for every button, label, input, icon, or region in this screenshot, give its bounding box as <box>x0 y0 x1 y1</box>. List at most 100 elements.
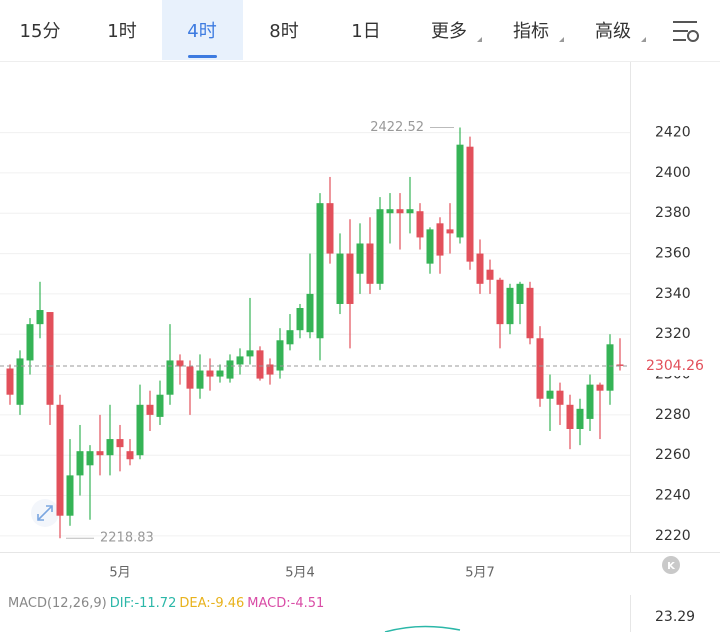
tab[interactable]: 1日 <box>351 21 380 42</box>
macd-line-fragment <box>384 625 461 632</box>
tab[interactable]: 1时 <box>107 21 136 42</box>
k-button[interactable]: K <box>662 556 680 574</box>
dropdown-caret <box>477 37 482 42</box>
candle-body <box>336 253 344 304</box>
candle-body <box>576 408 584 429</box>
candle-body <box>186 366 194 389</box>
candle-body <box>126 451 134 460</box>
indicator-value: -11.72 <box>134 596 176 611</box>
tab[interactable]: 8时 <box>269 21 298 42</box>
candle-body <box>36 310 44 325</box>
candle-body <box>516 283 524 304</box>
candle-body <box>566 404 574 429</box>
candle-body <box>256 350 264 379</box>
candle-body <box>236 356 244 365</box>
candle-body <box>376 209 384 284</box>
price-label-bg <box>637 355 717 376</box>
candle-body <box>56 404 64 516</box>
candle-body <box>456 144 464 238</box>
candle-body <box>416 211 424 238</box>
candle-body <box>346 253 354 304</box>
candle-body <box>366 243 374 284</box>
y-tick-label: 2320 <box>655 326 691 342</box>
x-tick-label: 5月 <box>109 566 130 581</box>
selected-tab-bg <box>162 0 243 60</box>
candle-body <box>266 364 274 375</box>
candle-body <box>226 360 234 379</box>
y-tick-label: 2280 <box>655 407 691 423</box>
candle-body <box>86 451 94 466</box>
candle-body <box>196 370 204 389</box>
candle-body <box>76 451 84 476</box>
candle-body <box>296 308 304 331</box>
y-tick-label: 2360 <box>655 246 691 262</box>
candle-body <box>106 439 114 456</box>
expand-icon[interactable] <box>31 499 59 527</box>
y-tick-label: 2400 <box>655 165 691 181</box>
price-label: 2304.26 <box>646 358 704 374</box>
svg-text:K: K <box>667 561 676 572</box>
selected-tab-underline <box>188 55 217 58</box>
dropdown-caret <box>641 37 646 42</box>
tab[interactable]: 15分 <box>20 21 61 42</box>
candle-body <box>96 451 104 456</box>
min-label: 2218.83 <box>100 531 154 546</box>
candle-body <box>356 243 364 274</box>
candle-body <box>526 287 534 339</box>
y-tick-label: 2260 <box>655 447 691 463</box>
candle-body <box>466 146 474 262</box>
candle-body <box>26 324 34 361</box>
candle-body <box>556 390 564 405</box>
x-tick-label: 5月7 <box>465 566 495 581</box>
candle-body <box>216 370 224 377</box>
candle-body <box>176 360 184 367</box>
candle-body <box>46 312 54 405</box>
candle-body <box>486 269 494 280</box>
dropdown-caret <box>559 37 564 42</box>
grid <box>0 132 630 537</box>
indicator-value: -9.46 <box>211 596 245 611</box>
candle-body <box>326 203 334 254</box>
indicator-label: MACD: <box>247 596 290 611</box>
candle-body <box>406 209 414 214</box>
candle-body <box>586 384 594 419</box>
candle-body <box>116 439 124 448</box>
max-label: 2422.52 <box>370 120 424 135</box>
candle-body <box>306 293 314 333</box>
candle-body <box>506 287 514 325</box>
candle-body <box>66 475 74 516</box>
candle-body <box>146 404 154 415</box>
candle-body <box>136 404 144 456</box>
indicator-legend: MACD(12,26,9) DIF:-11.72 DEA:-9.46 MACD:-4.… <box>8 596 324 611</box>
candle-body <box>6 368 14 395</box>
tab[interactable]: 高级 <box>595 21 631 42</box>
indicator-tick-label: 23.29 <box>655 609 695 625</box>
candle-body <box>166 360 174 395</box>
tab[interactable]: 指标 <box>513 21 549 42</box>
candle-body <box>316 203 324 339</box>
y-tick-label: 2380 <box>655 205 691 221</box>
y-tick-label: 2240 <box>655 488 691 504</box>
candle-body <box>536 338 544 399</box>
x-tick-label: 5月4 <box>285 566 315 581</box>
y-tick-label: 2220 <box>655 528 691 544</box>
candle-body <box>616 364 624 366</box>
indicator-label: DEA: <box>179 596 210 611</box>
indicator-name: MACD(12,26,9) <box>8 596 107 611</box>
candle-body <box>16 358 24 405</box>
indicator-label: DIF: <box>110 596 135 611</box>
candle-body <box>436 223 444 256</box>
candle-body <box>446 229 454 234</box>
y-tick-label: 2340 <box>655 286 691 302</box>
candle-body <box>396 209 404 214</box>
candle-body <box>606 344 614 391</box>
candle-body <box>426 229 434 264</box>
tab[interactable]: 4时 <box>187 21 216 42</box>
settings-icon[interactable] <box>673 21 699 42</box>
candle-body <box>156 394 164 417</box>
tab[interactable]: 更多 <box>431 21 467 42</box>
candle-body <box>596 384 604 391</box>
candle-body <box>546 390 554 399</box>
candle-body <box>246 350 254 357</box>
